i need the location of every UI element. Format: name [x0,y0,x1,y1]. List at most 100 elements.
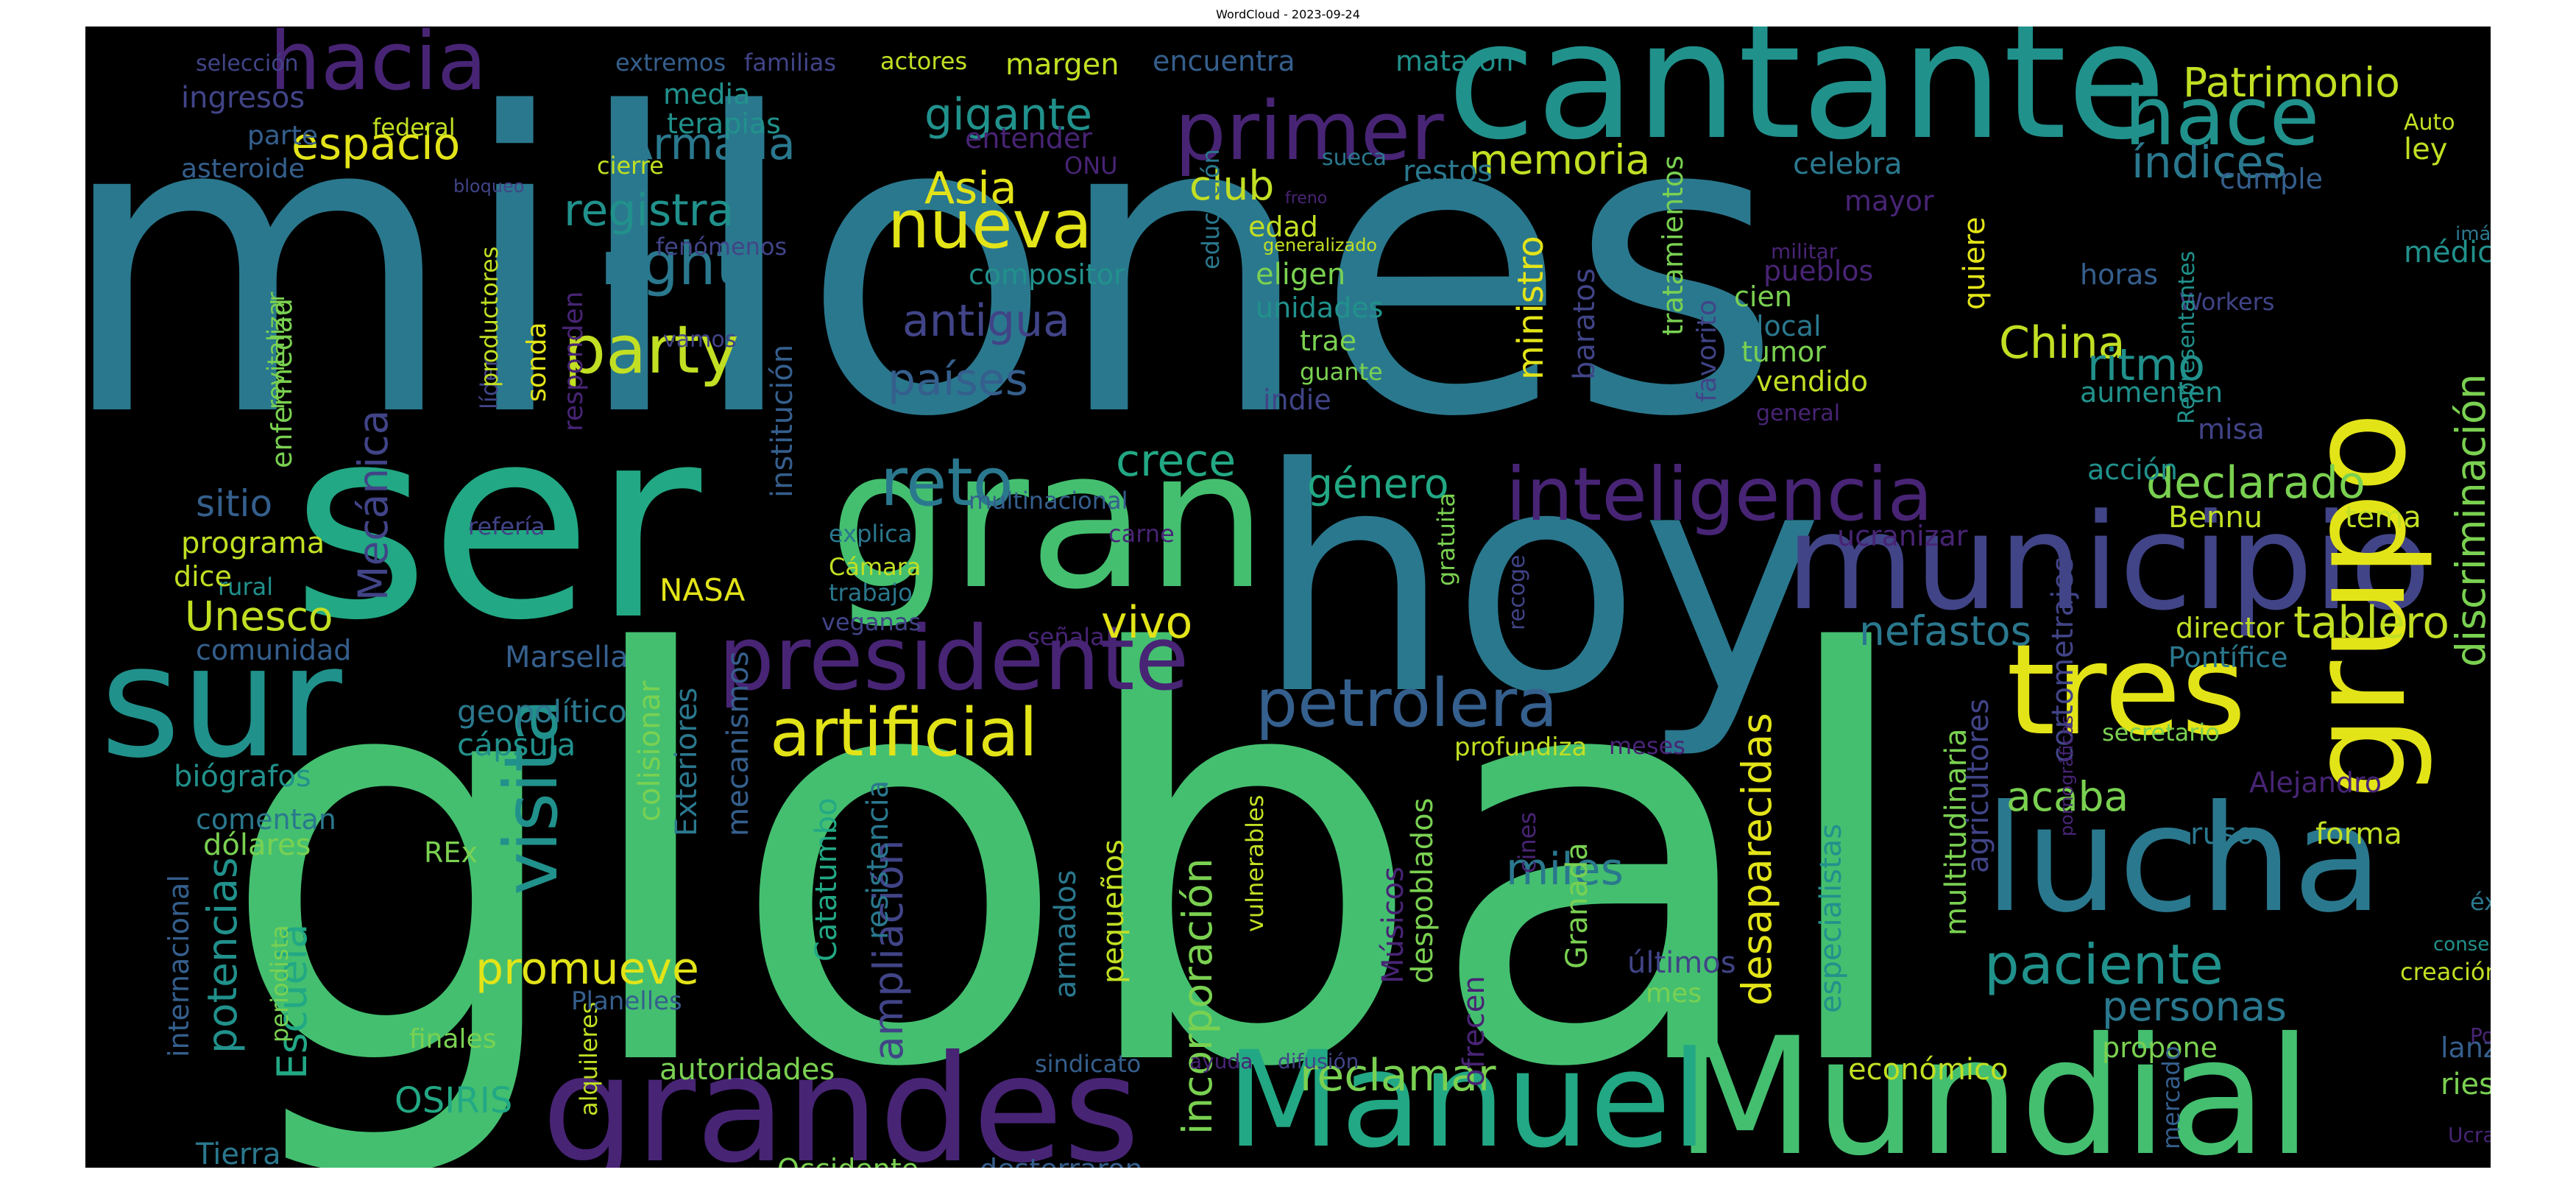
word-113: actores [880,47,967,75]
word-73: económico [1848,1053,2008,1087]
word-50: vivo [1101,597,1192,649]
word-56: Escuela [269,924,316,1079]
word-10: lucha [1984,774,2383,945]
word-79: Alejandro [2249,766,2382,799]
word-42: personas [2102,983,2287,1030]
word-7: cantante [1447,27,2166,175]
word-20: artificial [770,694,1038,772]
word-2: global [218,539,1924,1168]
word-175: recoge [1504,555,1530,630]
word-133: enfermedad [266,298,298,468]
word-103: edad [1248,211,1318,243]
word-106: trae [1300,325,1356,357]
word-189: Ucrania [2448,1123,2491,1147]
word-65: cápsula [457,727,576,763]
word-161: Catatumbo [810,798,843,962]
word-146: señala [1027,623,1105,651]
word-3: ser [291,370,704,678]
word-54: incorporación [1174,858,1221,1135]
word-64: geopolítico [457,694,627,730]
word-132: revitalizar [262,292,290,409]
word-58: Mecánica [350,410,397,601]
word-9: grandes [542,1024,1140,1168]
word-92: horas [2080,258,2158,291]
word-129: compositor [969,258,1125,291]
word-32: índices [2131,137,2287,188]
word-174: gratuita [1432,493,1460,586]
word-149: dice [174,560,232,593]
word-151: comentan [196,803,336,836]
word-125: ONU [1064,152,1118,180]
word-166: Músicos [1376,867,1410,984]
word-144: carne [1108,520,1175,548]
word-188: Polonia [2470,1023,2491,1048]
word-94: cien [1734,281,1792,313]
word-178: últimos [1627,946,1736,980]
word-168: cines [1513,812,1541,873]
word-141: explica [829,520,912,548]
word-85: misa [2198,413,2265,445]
word-63: NASA [659,572,746,608]
word-61: programa [181,526,325,560]
word-140: multinacional [969,487,1128,515]
word-98: pueblos [1763,255,1873,287]
word-199: favorito [1692,300,1722,402]
word-24: party [564,311,739,389]
word-78: ruso [2190,817,2254,851]
word-130: educación [1197,149,1225,269]
word-4: hoy [1256,403,1824,763]
word-167: despoblados [1406,798,1440,984]
word-173: difusión [1278,1049,1359,1073]
word-97: general [1756,401,1840,426]
word-185: secretario [2102,719,2220,747]
word-179: mes [1646,978,1702,1009]
word-68: dólares [203,828,311,862]
word-21: petrolera [1256,665,1557,742]
word-148: rural [218,573,273,601]
word-39: China [1999,317,2125,369]
word-108: indie [1263,384,1331,416]
word-126: sueca [1322,145,1387,171]
word-127: freno [1285,189,1327,208]
word-169: Granada [1560,842,1594,969]
word-176: profundiza [1454,733,1587,762]
word-136: responden [559,292,589,431]
word-147: refería [468,512,545,540]
word-115: extremos [615,49,726,77]
word-88: cumple [2220,163,2323,195]
word-128: entender [965,122,1092,155]
word-182: agricultores [1961,699,1995,873]
word-143: trabajo [829,579,913,607]
word-86: aumenten [2080,376,2223,409]
word-37: antigua [902,295,1070,347]
word-170: ofrecen [1457,976,1491,1087]
word-59: Unesco [185,593,333,640]
word-142: Cámara [829,553,921,581]
word-35: club [1189,162,1274,209]
word-118: media [663,78,750,110]
word-6: Mundial [1675,1003,2312,1168]
word-41: paciente [1984,932,2223,997]
word-139: institución [765,345,799,498]
word-75: riesgo [2441,1068,2491,1101]
word-69: Marsella [505,641,629,674]
word-160: mecanismos [721,651,755,836]
word-187: mercado [2157,1046,2185,1149]
word-33: discriminación [2447,374,2491,667]
chart-title: WordCloud - 2023-09-24 [1216,7,1360,21]
word-177: meses [1609,732,1685,760]
word-121: federal [372,113,456,141]
word-5: gran [829,409,1267,632]
word-27: espacio [291,119,460,170]
word-80: director [2176,612,2285,644]
word-12: Manuel [1226,1023,1708,1168]
word-77: forma [2315,817,2402,851]
word-47: miles [1506,844,1624,895]
word-55: ampliación [865,840,912,1062]
word-155: finales [409,1024,496,1054]
word-123: asteroide [181,154,305,184]
word-43: declarado [2146,457,2366,509]
word-197: baratos [1568,268,1602,380]
word-45: nefastos [1859,607,2031,655]
